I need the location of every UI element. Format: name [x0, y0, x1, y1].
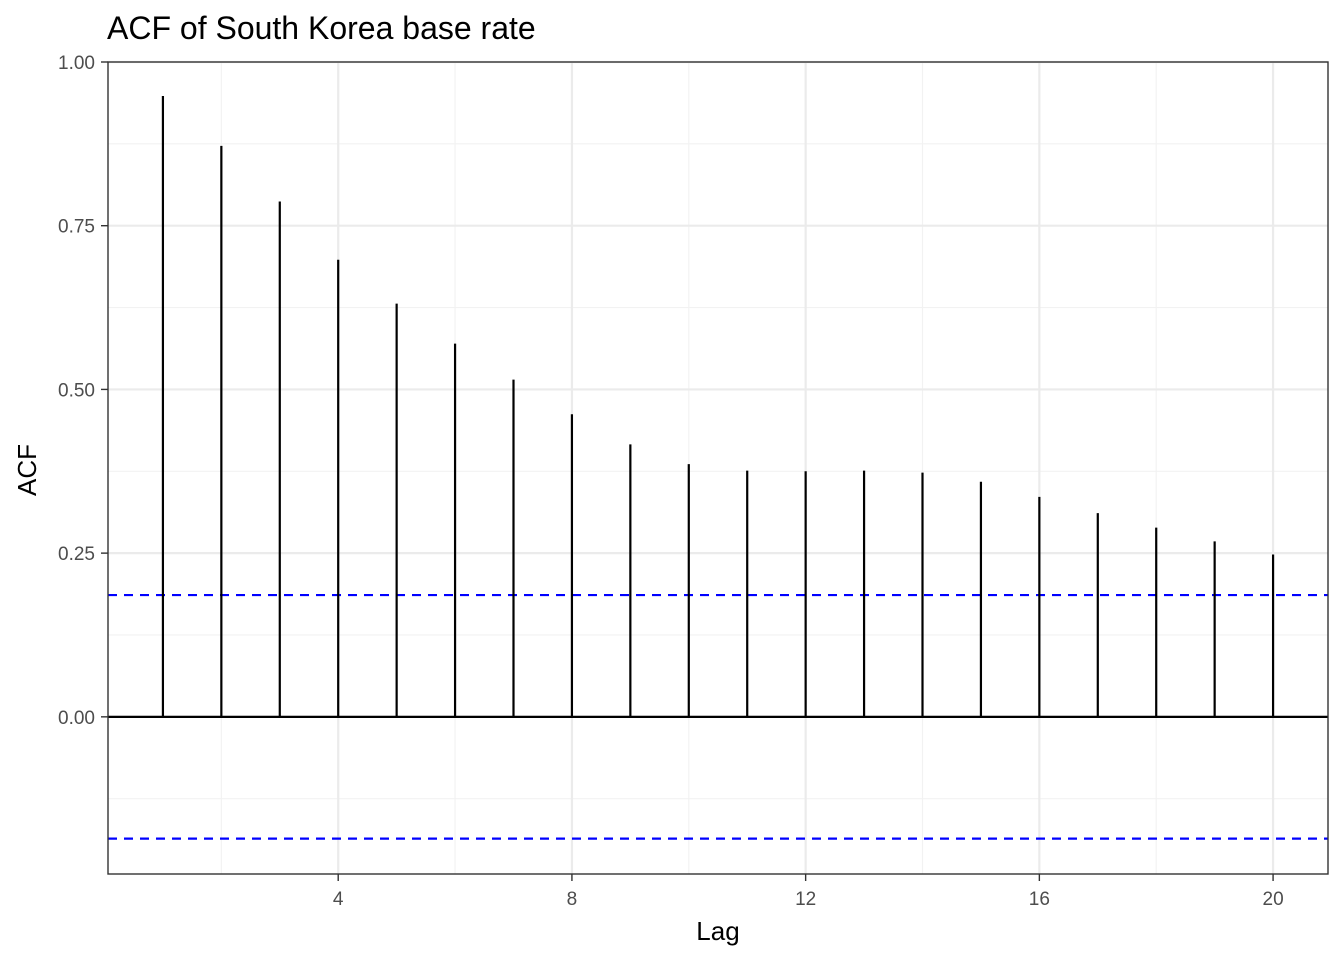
x-tick-label: 8	[567, 889, 578, 910]
minor-gridlines	[108, 62, 1328, 874]
y-axis-title: ACF	[12, 444, 42, 496]
acf-stems	[161, 96, 1275, 717]
y-tick-label: 0.75	[58, 217, 95, 238]
major-gridlines	[108, 60, 1328, 874]
x-axis-title: Lag	[696, 916, 739, 946]
x-axis-ticks: 4 8 12 16 20	[333, 874, 1284, 910]
y-tick-label: 0.25	[58, 544, 95, 565]
y-tick-label: 1.00	[58, 53, 95, 74]
y-tick-label: 0.00	[58, 708, 95, 729]
panel-border	[107, 61, 1329, 875]
y-axis-ticks: 0.00 0.25 0.50 0.75 1.00	[58, 53, 108, 729]
x-tick-label: 4	[333, 889, 344, 910]
y-tick-label: 0.50	[58, 380, 95, 401]
x-tick-label: 20	[1263, 889, 1284, 910]
x-tick-label: 16	[1029, 889, 1050, 910]
x-tick-label: 12	[795, 889, 816, 910]
chart-title: ACF of South Korea base rate	[107, 10, 536, 46]
confidence-bounds	[108, 593, 1328, 840]
